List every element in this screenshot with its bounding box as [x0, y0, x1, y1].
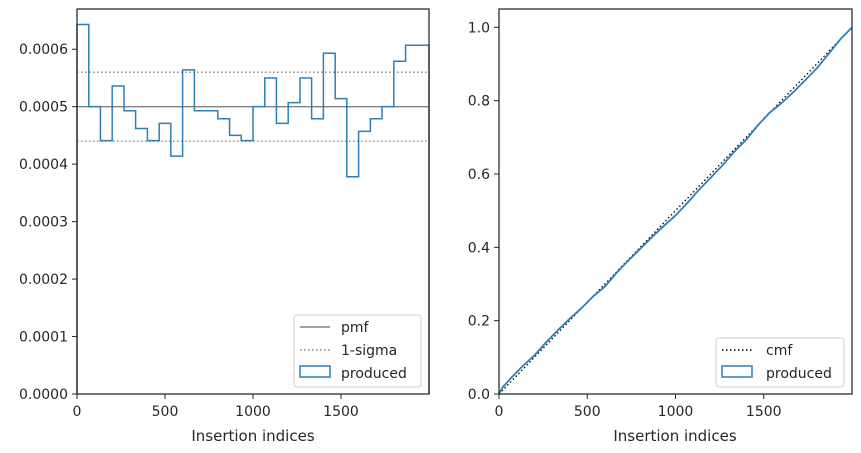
pmf-histogram-chart: 0 500 1000 1500 0.0000 0.0001 0.0002 0.0003 0.00… — [19, 8, 430, 445]
legend-pmf-label: pmf — [341, 320, 370, 336]
y-tick-label: 0.0 — [468, 387, 490, 403]
x-tick-label: 1500 — [746, 404, 782, 420]
y-tick-label: 0.0006 — [19, 42, 68, 58]
y-tick-label: 0.6 — [468, 167, 490, 183]
y-tick-label: 0.2 — [468, 314, 490, 330]
legend-cmf-label: cmf — [766, 343, 793, 359]
y-tick-label: 0.0000 — [19, 387, 68, 403]
x-tick-label: 1000 — [658, 404, 694, 420]
y-tick-label: 0.0005 — [19, 100, 68, 116]
left-plot-area — [76, 23, 430, 394]
x-tick-label: 1000 — [235, 404, 271, 420]
right-x-axis-label: Insertion indices — [613, 427, 736, 445]
x-tick-label: 0 — [495, 404, 504, 420]
produced-histogram-step — [76, 23, 430, 394]
y-tick-label: 0.0001 — [19, 330, 68, 346]
y-tick-label: 0.0002 — [19, 272, 68, 288]
y-tick-label: 0.8 — [468, 94, 490, 110]
right-legend: cmf produced — [715, 337, 845, 388]
y-tick-label: 1.0 — [468, 20, 490, 36]
y-tick-label: 0.4 — [468, 240, 490, 256]
cmf-cumulative-chart: 0 500 1000 1500 0.0 0.2 0.4 0.6 0.8 1.0 Insertion… — [468, 8, 853, 445]
legend-produced-cumulative-swatch — [721, 365, 753, 378]
left-legend: pmf 1-sigma produced — [293, 314, 422, 388]
y-tick-label: 0.0003 — [19, 215, 68, 231]
y-tick-label: 0.0004 — [19, 157, 68, 173]
left-legend-box — [293, 314, 422, 388]
x-tick-label: 500 — [574, 404, 601, 420]
x-tick-label: 0 — [73, 404, 82, 420]
legend-produced-swatch — [299, 365, 331, 378]
right-legend-box — [715, 337, 845, 388]
legend-produced-cumulative-label: produced — [766, 366, 832, 382]
x-tick-label: 1500 — [323, 404, 359, 420]
legend-1-sigma-label: 1-sigma — [341, 343, 397, 359]
right-axis-ticks: 0 500 1000 1500 0.0 0.2 0.4 0.6 0.8 1.0 — [468, 20, 782, 420]
legend-produced-label: produced — [341, 366, 407, 382]
right-plot-area — [498, 26, 853, 395]
x-tick-label: 500 — [152, 404, 179, 420]
left-x-axis-label: Insertion indices — [191, 427, 314, 445]
produced-cumulative-line — [498, 26, 853, 395]
left-axis-ticks: 0 500 1000 1500 0.0000 0.0001 0.0002 0.0003 0.00… — [19, 42, 359, 420]
cmf-line — [498, 26, 853, 395]
